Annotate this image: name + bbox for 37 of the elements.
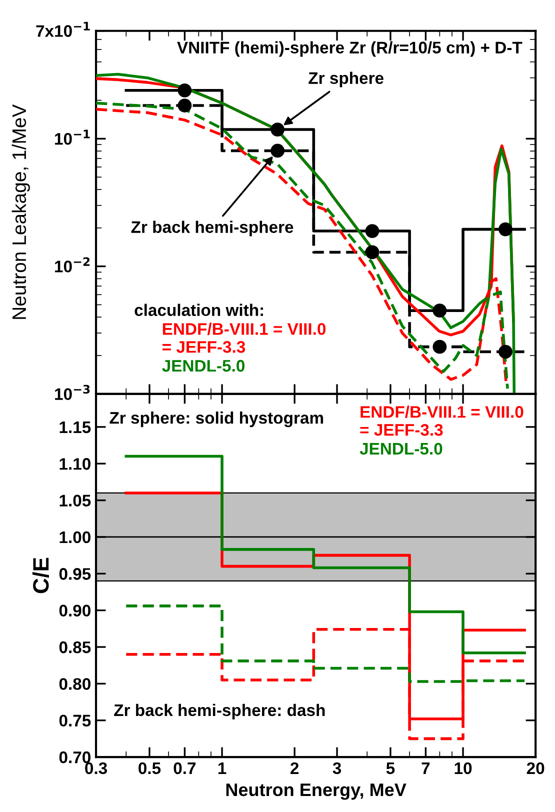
- text: JENDL-5.0: [162, 360, 245, 372]
- x-tick-label: 0.5: [138, 762, 161, 774]
- y-tick-label: 0.95: [59, 568, 91, 580]
- annotation: Zr sphere: [308, 72, 384, 88]
- y-tick-label: 0.70: [59, 751, 90, 764]
- x-tick-label: 20: [526, 762, 544, 774]
- text: VNIITF (hemi)-sphere Zr (R/r=10/5 cm) + D-T: [177, 41, 522, 57]
- x-tick-label: 3: [332, 762, 342, 774]
- y-tick-label: 10$^{−1}$: [55, 130, 90, 145]
- x-tick-label: 10: [454, 762, 472, 774]
- annotation: Zr sphere: solid hystogram: [110, 412, 324, 428]
- y-tick-label: 7x10$^{−1}$: [36, 22, 90, 37]
- y-tick-label: 0.75: [59, 714, 91, 727]
- y-axis-title: Neutron Leakage, 1/MeV: [12, 104, 30, 319]
- y-tick-label: 1.10: [60, 458, 90, 470]
- y-tick-label: 1.15: [60, 422, 91, 434]
- y-tick-label: 1.05: [60, 494, 91, 507]
- annotation: Zr back hemi-sphere: [131, 220, 294, 236]
- x-tick-label: 0.3: [85, 762, 107, 774]
- x-axis-title: Neutron Energy, MeV: [226, 784, 406, 800]
- x-tick-label: 7: [422, 762, 430, 774]
- y-tick-label: 10$^{−3}$: [55, 384, 90, 400]
- x-tick-label: 2: [290, 762, 299, 774]
- y-tick-label: 10$^{−2}$: [55, 257, 90, 272]
- text: JENDL-5.0: [360, 442, 442, 455]
- y-tick-label: 0.90: [59, 604, 90, 617]
- y-tick-label: 0.80: [59, 678, 90, 690]
- y-tick-label: 1.00: [60, 531, 90, 544]
- legend-title: claculation with:: [134, 304, 264, 316]
- text: ENDF/B-VIII.1 = VIII.0 = JEFF-3.3: [162, 322, 326, 353]
- x-tick-label: 0.7: [174, 762, 196, 774]
- annotation: Zr back hemi-sphere: dash: [114, 704, 325, 720]
- y-tick-label: 0.85: [59, 641, 91, 654]
- x-tick-label: 1: [218, 762, 226, 774]
- y-axis-title: C/E: [32, 558, 49, 594]
- text: ENDF/B-VIII.1 = VIII.0 = JEFF-3.3: [360, 406, 524, 436]
- x-tick-label: 5: [386, 762, 395, 774]
